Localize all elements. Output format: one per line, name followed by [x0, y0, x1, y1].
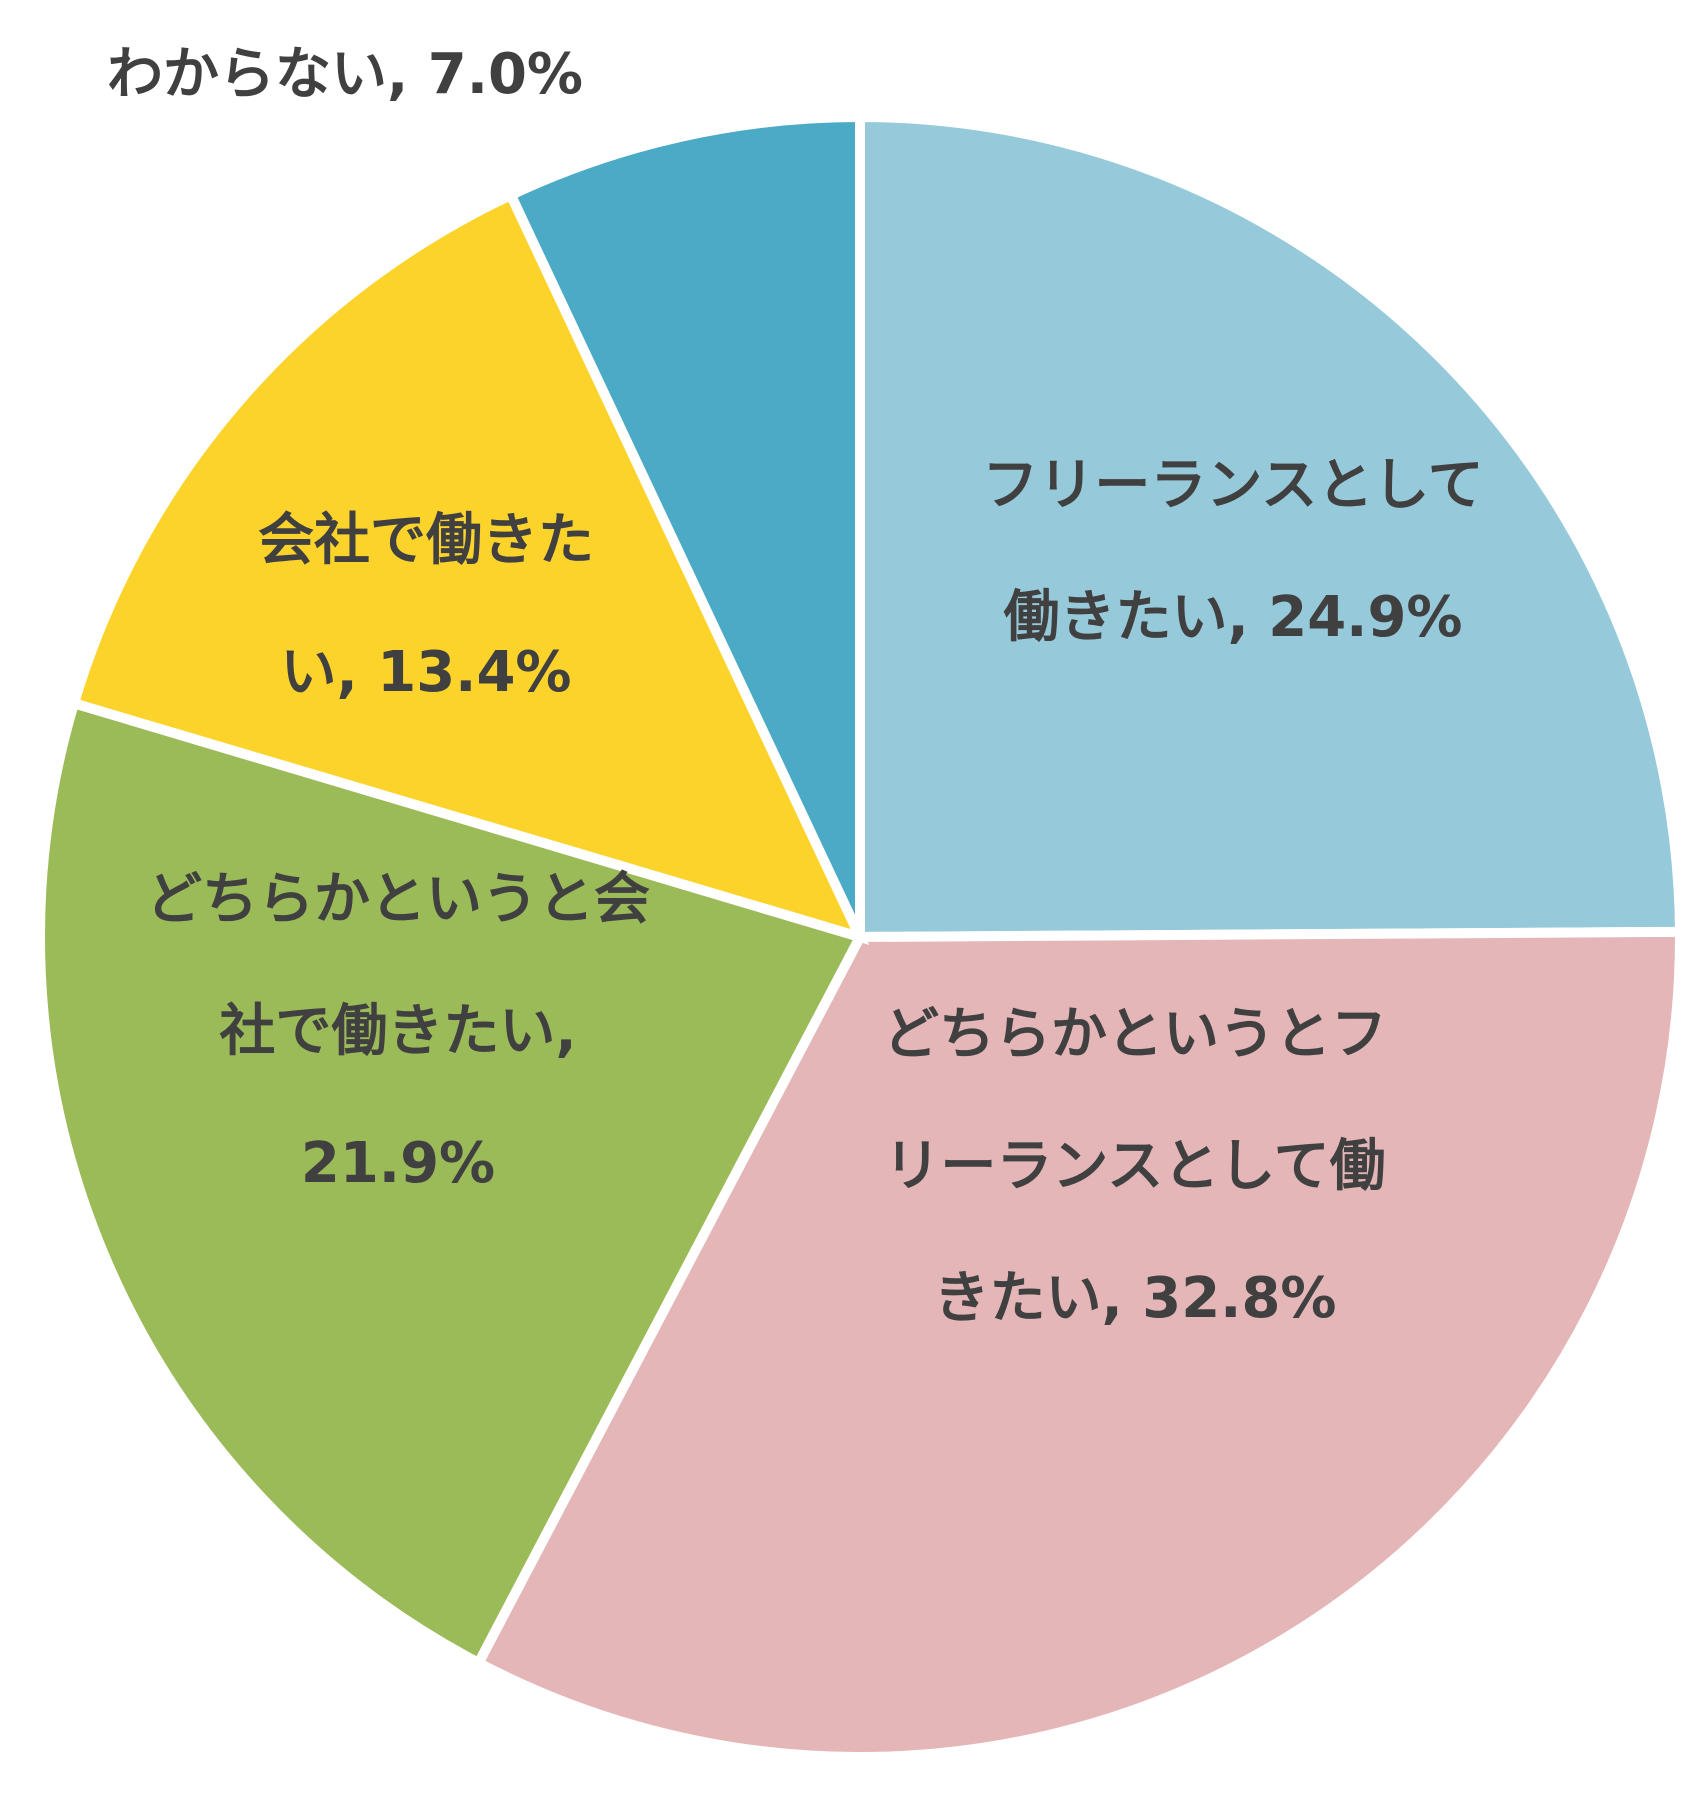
- pie-slice: [471, 926, 1685, 1762]
- slice-data-label: 21.9%: [301, 1131, 495, 1196]
- slice-data-label: 会社で働きた: [258, 508, 594, 573]
- pie-slice: [504, 111, 865, 940]
- pie-slices: [35, 111, 1686, 1762]
- slice-data-label: わからない, 7.0%: [107, 42, 583, 107]
- slice-data-label: い, 13.4%: [280, 640, 571, 705]
- slice-data-label: 社で働きたい,: [219, 999, 576, 1064]
- slice-data-label: 働きたい, 24.9%: [1003, 585, 1462, 650]
- pie-slice: [35, 697, 868, 1670]
- slice-data-label: どちらかというと会: [146, 867, 650, 932]
- slice-data-label: きたい, 32.8%: [933, 1266, 1336, 1331]
- slice-data-label: フリーランスとして: [982, 453, 1483, 518]
- pie-slice: [855, 111, 1686, 943]
- slice-data-label: リーランスとして働: [884, 1134, 1385, 1199]
- slice-data-label: どちらかというとフ: [883, 1002, 1387, 1067]
- pie-slice: [67, 188, 870, 945]
